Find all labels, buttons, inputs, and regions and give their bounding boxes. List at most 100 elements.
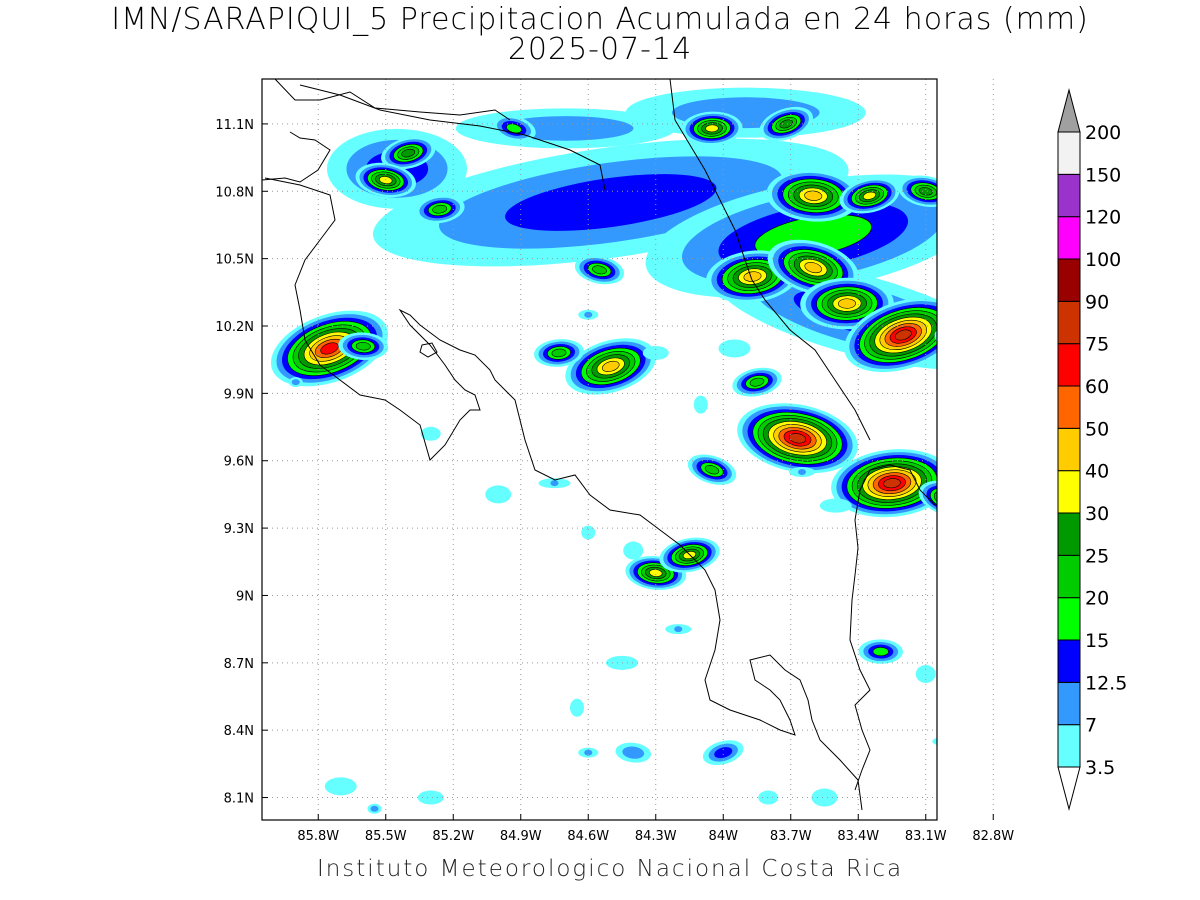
precip-contour — [930, 487, 937, 511]
lat-tick-label: 10.8N — [215, 185, 254, 200]
legend-label: 120 — [1085, 207, 1121, 229]
map-title: IMN/SARAPIQUI_5 Precipitacion Acumulada … — [111, 2, 1089, 37]
precip-contour — [932, 737, 937, 745]
precip-contour — [798, 468, 806, 475]
precip-contour — [938, 324, 981, 350]
lon-tick-label: 82.8W — [972, 829, 1014, 844]
legend-swatch — [1057, 681, 1081, 726]
color-legend: 3.5 7 12.5 15 20 25 30 40 50 60 75 90 100 120 150 200 — [1057, 88, 1127, 811]
legend-label: 75 — [1085, 334, 1109, 356]
precip-contour — [883, 478, 901, 489]
precip-contour — [947, 330, 971, 345]
legend-swatch — [1057, 427, 1081, 472]
precip-contour — [693, 395, 708, 414]
precip-contour — [550, 480, 559, 487]
precip-contour — [602, 360, 620, 372]
lat-tick-label: 9.3N — [224, 522, 254, 537]
legend-arrow-bottom — [1057, 766, 1081, 811]
precip-contour — [811, 788, 838, 807]
precip-contour — [291, 379, 300, 386]
legend-swatch — [1057, 724, 1081, 768]
precip-contour — [370, 805, 379, 812]
lon-tick-label: 84.3W — [635, 829, 677, 844]
legend-label: 100 — [1085, 249, 1121, 271]
precip-contour — [485, 485, 512, 504]
precip-contour — [379, 176, 393, 184]
precip-contour — [355, 341, 371, 351]
precip-contour — [674, 626, 683, 633]
precip-contour — [584, 749, 593, 756]
precip-contour — [779, 119, 794, 129]
precip-contour — [705, 124, 719, 133]
legend-label: 90 — [1085, 291, 1109, 313]
lat-tick-label: 10.5N — [215, 253, 254, 268]
legend-label: 25 — [1085, 545, 1109, 567]
lat-tick-label: 9N — [236, 589, 254, 604]
precip-contour — [943, 327, 977, 347]
legend-label: 60 — [1085, 376, 1109, 398]
precip-contour — [592, 265, 607, 275]
legend-label: 200 — [1085, 122, 1121, 144]
lon-tick-label: 83.4W — [837, 829, 879, 844]
precip-contour — [894, 329, 912, 341]
lon-tick-label: 85.5W — [365, 829, 407, 844]
legend-label: 7 — [1085, 715, 1097, 737]
precip-contour — [570, 698, 584, 717]
pacific-coast-north — [264, 177, 863, 811]
lat-tick-label: 9.9N — [224, 387, 254, 402]
precip-contour — [804, 190, 823, 201]
legend-arrow-top — [1057, 88, 1081, 133]
precip-contour — [934, 323, 937, 352]
precip-contour — [432, 204, 448, 214]
precip-contour — [420, 426, 441, 441]
lat-tick-label: 10.2N — [215, 320, 254, 335]
lon-tick-label: 84.6W — [567, 829, 609, 844]
legend-swatch — [1057, 300, 1081, 345]
lon-tick-label: 85.8W — [297, 829, 339, 844]
legend-swatch — [1057, 385, 1081, 429]
precip-contour — [804, 262, 823, 274]
precipitation-field — [270, 87, 981, 814]
lat-tick-label: 11.1N — [215, 118, 254, 133]
lon-tick-label: 84.9W — [500, 829, 542, 844]
map-frame — [261, 78, 938, 821]
legend-swatch — [1057, 258, 1081, 302]
legend-label: 40 — [1085, 461, 1109, 483]
legend-swatch — [1057, 131, 1081, 175]
lon-tick-label: 83.1W — [905, 829, 947, 844]
legend-swatch — [1057, 512, 1081, 556]
lon-tick-label: 83.7W — [770, 829, 812, 844]
precip-contour — [401, 148, 416, 158]
legend-swatch — [1057, 597, 1081, 641]
precip-contour — [749, 377, 765, 387]
precip-contour — [862, 191, 877, 200]
legend-swatch — [1057, 554, 1081, 599]
precip-contour — [837, 298, 857, 309]
precip-contour — [417, 790, 444, 805]
precip-contour — [788, 433, 807, 444]
lon-tick-label: 85.2W — [432, 829, 474, 844]
precip-contour — [933, 489, 937, 508]
legend-label: 3.5 — [1085, 757, 1115, 779]
lat-tick-label: 8.1N — [224, 792, 254, 807]
precip-contour — [551, 348, 567, 358]
precip-contour — [952, 333, 967, 342]
precip-contour — [819, 498, 852, 513]
nicaragua-costa-rica-border — [299, 84, 606, 191]
precip-contour — [937, 490, 960, 507]
precip-contour — [941, 494, 955, 505]
longitude-axis: 85.8W 85.5W 85.2W 84.9W 84.6W 84.3W 84W 83.7W 83… — [297, 814, 1014, 844]
precip-contour — [964, 690, 978, 704]
lat-tick-label: 9.6N — [224, 455, 254, 470]
legend-label: 15 — [1085, 630, 1109, 652]
legend-swatch — [1057, 216, 1081, 260]
precip-contour — [872, 647, 889, 657]
precip-contour — [622, 746, 645, 759]
lat-tick-label: 8.7N — [224, 657, 254, 672]
precip-contour — [623, 541, 644, 560]
precip-contour — [758, 790, 779, 805]
latitude-axis: 11.1N 10.8N 10.5N 10.2N 9.9N 9.6N 9.3N 9N 8.7N 8.… — [215, 118, 268, 807]
precip-contour — [944, 738, 952, 744]
legend-label: 30 — [1085, 503, 1109, 525]
